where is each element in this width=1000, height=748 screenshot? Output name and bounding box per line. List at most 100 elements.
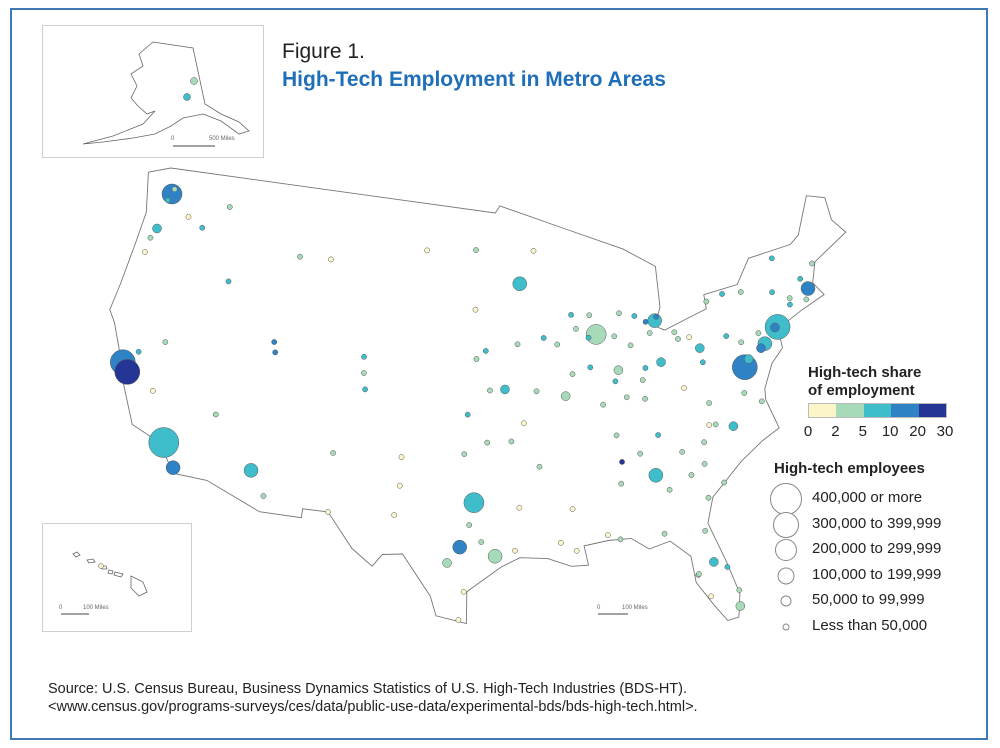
metro-bubble <box>675 336 681 342</box>
metro-bubble <box>114 359 141 385</box>
metro-bubble <box>482 348 489 354</box>
size-legend-label: 50,000 to 99,999 <box>812 591 925 608</box>
metro-bubble <box>243 463 259 478</box>
share-color-swatch <box>918 404 947 417</box>
metro-bubble <box>631 313 638 319</box>
metro-bubble <box>260 493 267 499</box>
metro-bubble <box>512 547 518 554</box>
metro-bubble <box>661 530 668 537</box>
metro-bubble <box>568 311 574 318</box>
metro-bubble <box>162 339 169 345</box>
metro-bubble <box>361 353 367 360</box>
metro-bubble <box>712 421 719 428</box>
metro-bubble <box>617 536 624 543</box>
metro-bubble <box>619 459 625 465</box>
metro-bubble <box>719 291 725 297</box>
metro-bubble <box>585 324 607 345</box>
metro-bubble <box>554 341 561 348</box>
metro-bubble <box>623 394 630 401</box>
metro-bubble <box>616 310 622 317</box>
metro-bubble <box>297 253 303 260</box>
size-legend-item: 100,000 to 199,999 <box>770 566 990 588</box>
share-tick-label: 30 <box>936 423 954 440</box>
metro-bubble <box>586 312 593 319</box>
metro-bubble <box>770 322 780 333</box>
size-legend-label: 400,000 or more <box>812 489 923 506</box>
alaska-scale-label: 500 Miles <box>209 136 235 142</box>
metro-bubble <box>487 387 493 394</box>
metro-bubble <box>671 329 678 336</box>
share-color-swatch <box>836 404 864 417</box>
share-tick-label: 10 <box>881 423 899 440</box>
size-legend-label: 300,000 to 399,999 <box>812 514 942 532</box>
metro-bubble <box>478 539 485 545</box>
metro-bubble <box>700 359 706 366</box>
metro-bubble <box>642 318 649 325</box>
share-color-swatch <box>863 404 892 417</box>
metro-bubble <box>648 468 664 483</box>
metro-bubble <box>424 247 430 254</box>
metro-bubble <box>655 432 661 438</box>
metro-bubble <box>328 256 334 263</box>
metro-bubble <box>391 512 398 518</box>
share-tick-label: 5 <box>858 423 867 440</box>
metro-bubble <box>724 564 731 570</box>
metro-bubble <box>464 411 471 418</box>
metro-bubble <box>361 370 367 376</box>
metro-bubble <box>708 593 714 600</box>
metro-bubble <box>512 276 528 291</box>
metro-bubble <box>272 349 279 356</box>
hawaii-inset: 0 100 Miles <box>42 523 192 632</box>
metro-bubble <box>325 509 331 515</box>
metro-bubble <box>557 539 564 546</box>
metro-bubble <box>484 439 491 446</box>
metro-bubble <box>737 289 744 295</box>
metro-bubble <box>705 494 712 501</box>
metro-bubble <box>728 421 739 431</box>
metro-bubble <box>520 420 527 427</box>
metro-bubble <box>637 450 643 457</box>
size-circle-icon <box>782 623 790 630</box>
size-legend-title: High-tech employees <box>774 460 925 477</box>
metro-bubble <box>487 549 503 564</box>
metro-bubble <box>768 255 775 262</box>
metro-bubble <box>455 617 462 623</box>
metro-bubble <box>756 343 766 353</box>
metro-bubble <box>809 260 815 267</box>
metro-bubble <box>530 248 537 254</box>
metro-bubble <box>666 486 673 493</box>
metro-bubble <box>536 463 543 470</box>
metro-bubble <box>695 343 705 353</box>
alaska-scale-zero: 0 <box>171 136 175 142</box>
metro-bubble <box>190 77 198 85</box>
figure-label: Figure 1. <box>282 40 365 63</box>
source-line2: <www.census.gov/programs-surveys/ces/dat… <box>48 699 698 715</box>
metro-bubble <box>442 558 452 568</box>
metro-bubble <box>696 571 702 577</box>
metro-bubble <box>653 313 659 320</box>
size-circle-icon <box>775 539 797 561</box>
metro-bubble <box>787 301 793 308</box>
metro-bubble <box>723 333 730 339</box>
share-color-bar <box>808 403 947 418</box>
metro-bubble <box>473 247 479 253</box>
metro-bubble <box>569 371 576 377</box>
metro-bubble <box>702 527 709 534</box>
metro-bubble <box>755 330 762 336</box>
hawaii-scale-zero: 0 <box>59 605 63 611</box>
metro-bubble <box>199 224 206 231</box>
metro-bubble <box>679 449 686 455</box>
metro-bubble <box>560 391 571 401</box>
metro-bubble <box>600 401 606 408</box>
metro-bubble <box>533 388 540 395</box>
source-line1: Source: U.S. Census Bureau, Business Dyn… <box>48 681 688 697</box>
hawaii-map <box>61 551 148 615</box>
metro-bubble <box>803 296 810 303</box>
metro-bubble <box>709 557 719 567</box>
metro-bubble <box>514 341 521 348</box>
metro-bubble <box>226 204 233 210</box>
metro-bubble <box>147 234 154 241</box>
share-tick-label: 20 <box>909 423 926 440</box>
alaska-map <box>82 41 250 147</box>
